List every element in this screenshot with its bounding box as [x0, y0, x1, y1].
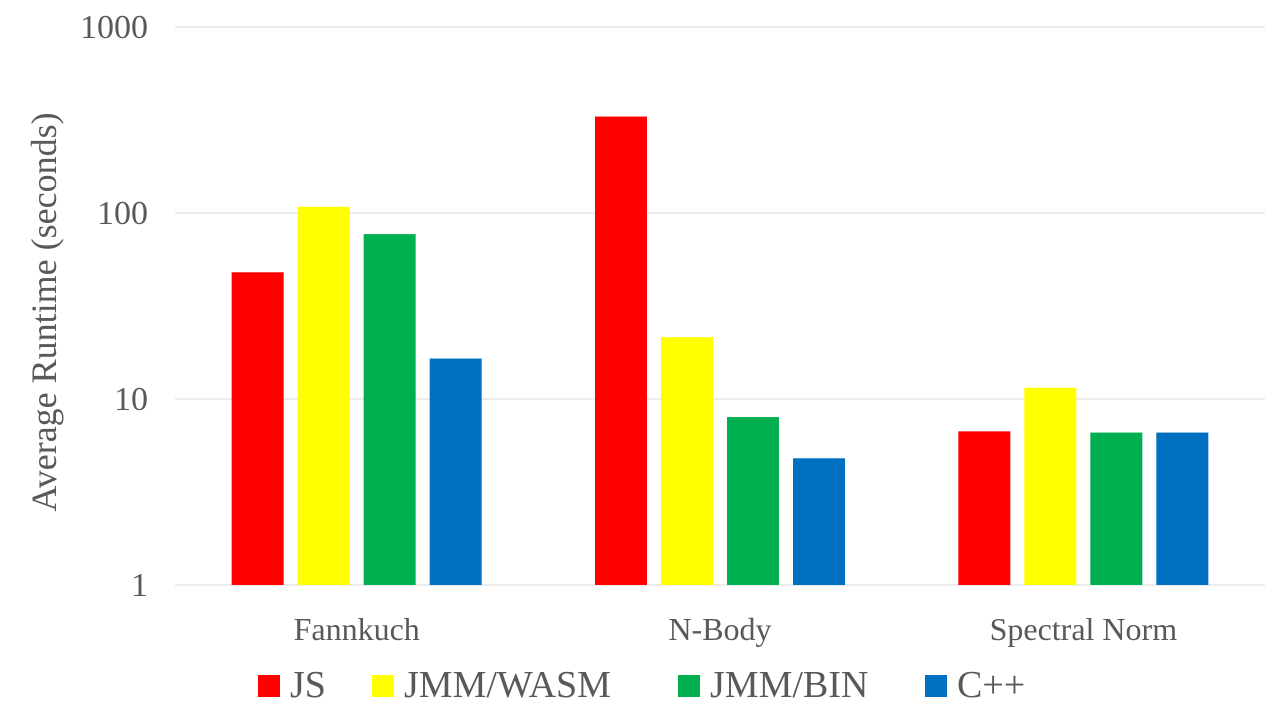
- legend-label: JMM/WASM: [404, 664, 611, 706]
- x-category-label: Fannkuch: [294, 611, 420, 647]
- bar-fannkuch-c-: [429, 358, 482, 585]
- bar-n-body-jmm-wasm: [661, 337, 713, 585]
- bar-spectral-norm-jmm-bin: [1090, 432, 1143, 585]
- bar-spectral-norm-jmm-wasm: [1024, 387, 1077, 585]
- legend-label: JMM/BIN: [710, 664, 868, 706]
- bar-fannkuch-jmm-bin: [363, 234, 416, 585]
- x-axis-categories: Fannkuch N-Body Spectral Norm: [294, 611, 1178, 647]
- bar-spectral-norm-c-: [1156, 432, 1209, 585]
- legend-swatch: [372, 675, 394, 697]
- legend-swatch: [925, 675, 947, 697]
- bar-fannkuch-jmm-wasm: [297, 206, 350, 585]
- y-tick-label: 10: [114, 381, 148, 418]
- y-tick-label: 1: [131, 567, 148, 604]
- y-axis-ticks: 1 10 100 1000: [80, 9, 148, 604]
- bar-n-body-c-: [793, 458, 845, 585]
- gridlines: [175, 26, 1265, 586]
- y-tick-label: 1000: [80, 9, 148, 46]
- x-category-label: N-Body: [668, 611, 771, 647]
- y-axis-label: Average Runtime (seconds): [24, 112, 64, 511]
- legend: JS JMM/WASM JMM/BIN C++: [258, 664, 1025, 706]
- legend-swatch: [258, 675, 280, 697]
- legend-label: JS: [290, 664, 326, 706]
- x-category-label: Spectral Norm: [990, 611, 1178, 647]
- bar-spectral-norm-js: [958, 431, 1011, 585]
- bar-n-body-jmm-bin: [727, 417, 779, 585]
- y-tick-label: 100: [97, 195, 148, 232]
- legend-swatch: [678, 675, 700, 697]
- bars: [231, 116, 1209, 586]
- bar-n-body-js: [595, 116, 647, 586]
- legend-label: C++: [957, 664, 1025, 706]
- bar-fannkuch-js: [231, 272, 284, 585]
